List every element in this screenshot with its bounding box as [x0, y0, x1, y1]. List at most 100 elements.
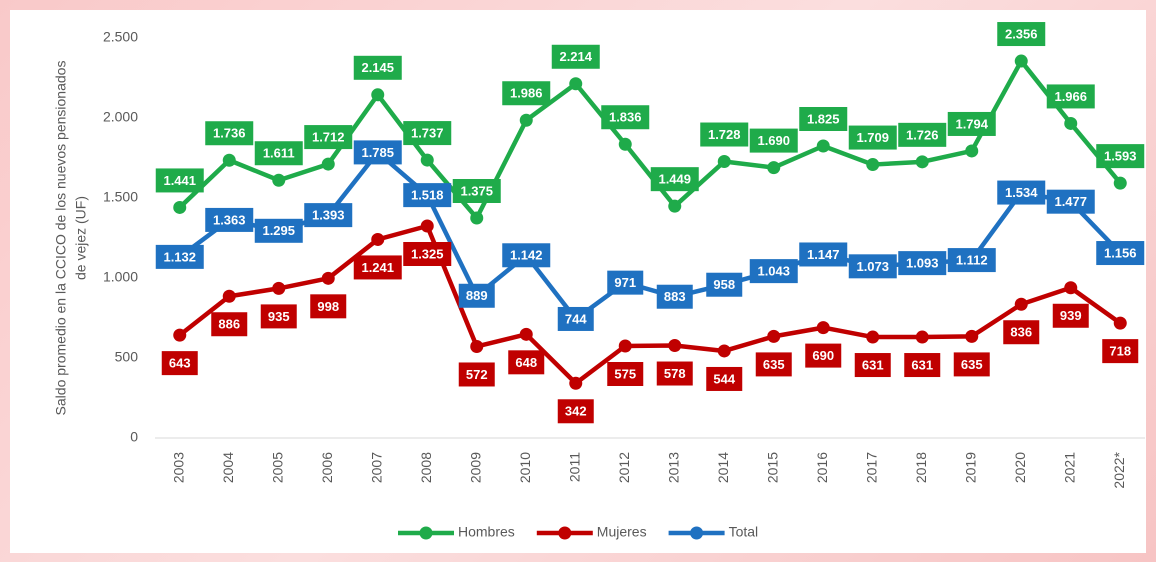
data-point — [371, 232, 385, 246]
x-tick-label: 2018 — [913, 452, 929, 483]
data-point — [1014, 54, 1028, 68]
value-label: 544 — [713, 371, 735, 386]
value-label: 1.593 — [1104, 149, 1137, 164]
value-label: 939 — [1060, 308, 1082, 323]
value-label: 1.825 — [807, 111, 840, 126]
value-label-box — [1096, 144, 1145, 169]
value-label: 1.393 — [312, 208, 345, 223]
value-label-box — [353, 255, 402, 280]
data-point — [866, 330, 880, 344]
x-tick-label: 2021 — [1061, 452, 1077, 483]
value-label-box — [904, 353, 941, 378]
data-point — [1014, 297, 1028, 311]
value-label-box — [403, 183, 452, 208]
value-label-box — [508, 350, 545, 375]
y-tick-label: 2.500 — [103, 29, 138, 45]
y-tick-label: 2.000 — [103, 109, 138, 125]
value-label: 935 — [268, 309, 290, 324]
data-point — [321, 271, 335, 285]
series-line — [178, 223, 1122, 386]
value-label: 1.785 — [361, 145, 394, 160]
value-label-box — [1003, 320, 1040, 345]
data-point — [767, 161, 781, 175]
value-label-box — [805, 343, 842, 368]
data-point — [470, 211, 484, 225]
x-tick-label: 2009 — [467, 452, 483, 483]
value-label-box — [254, 141, 303, 166]
value-label: 1.728 — [708, 127, 741, 142]
data-point — [965, 329, 979, 343]
value-label-box — [403, 121, 452, 146]
value-label: 1.712 — [312, 130, 345, 145]
data-point — [965, 144, 979, 158]
data-point — [1113, 176, 1127, 190]
legend-label: Total — [729, 524, 759, 540]
value-label: 2.145 — [361, 60, 394, 75]
value-label: 690 — [812, 348, 834, 363]
x-tick-label: 2006 — [319, 452, 335, 483]
value-label: 1.477 — [1054, 194, 1087, 209]
value-label: 1.534 — [1005, 185, 1038, 200]
value-label: 635 — [763, 357, 785, 372]
value-label-box — [706, 272, 743, 297]
value-label-box — [1046, 84, 1095, 109]
value-label: 575 — [614, 366, 636, 381]
value-label-box — [1102, 339, 1139, 364]
value-label-box — [557, 399, 594, 424]
value-label-box — [848, 125, 897, 150]
data-point — [569, 77, 583, 91]
value-label-box — [997, 180, 1046, 205]
value-label-box — [700, 122, 749, 147]
data-point — [915, 330, 929, 344]
value-label: 648 — [515, 355, 537, 370]
value-label-box — [601, 105, 650, 130]
value-label-box — [656, 361, 693, 386]
value-label: 1.073 — [856, 259, 889, 274]
data-point — [321, 157, 335, 171]
value-label-box — [1046, 189, 1095, 214]
data-point — [717, 155, 731, 169]
value-label: 1.737 — [411, 126, 444, 141]
value-label: 1.156 — [1104, 245, 1137, 260]
value-label-box — [953, 352, 990, 377]
value-label-box — [650, 167, 699, 192]
value-label: 1.375 — [460, 183, 493, 198]
data-point — [866, 158, 880, 172]
value-label-box — [205, 121, 254, 146]
value-label: 886 — [218, 317, 240, 332]
data-point — [915, 155, 929, 169]
value-label-box — [947, 111, 996, 136]
data-point — [1113, 316, 1127, 330]
data-point — [272, 281, 286, 295]
y-tick-label: 1.500 — [103, 189, 138, 205]
value-label: 998 — [317, 299, 339, 314]
value-label: 1.093 — [906, 256, 939, 271]
value-label: 1.241 — [361, 260, 394, 275]
value-label: 635 — [961, 357, 983, 372]
value-label-box — [205, 207, 254, 232]
value-label-box — [854, 353, 891, 378]
value-label-box — [304, 203, 353, 228]
x-tick-label: 2019 — [962, 452, 978, 483]
x-tick-label: 2007 — [368, 452, 384, 483]
value-label-box — [755, 352, 792, 377]
data-point — [173, 200, 187, 214]
data-point — [816, 139, 830, 153]
value-label: 1.836 — [609, 110, 642, 125]
value-label: 1.363 — [213, 212, 246, 227]
value-label: 2.214 — [559, 49, 592, 64]
x-tick-label: 2015 — [764, 452, 780, 483]
value-label-box — [353, 55, 402, 80]
value-label-box — [211, 312, 248, 337]
x-tick-label: 2013 — [665, 452, 681, 483]
value-label: 744 — [565, 311, 587, 326]
value-label: 1.325 — [411, 246, 444, 261]
value-label: 1.112 — [956, 253, 988, 268]
series-line — [178, 58, 1122, 221]
value-label-box — [254, 218, 303, 243]
value-label: 2.356 — [1005, 26, 1038, 41]
data-point — [816, 321, 830, 335]
value-label-box — [452, 179, 501, 203]
chart-area — [10, 10, 1146, 553]
